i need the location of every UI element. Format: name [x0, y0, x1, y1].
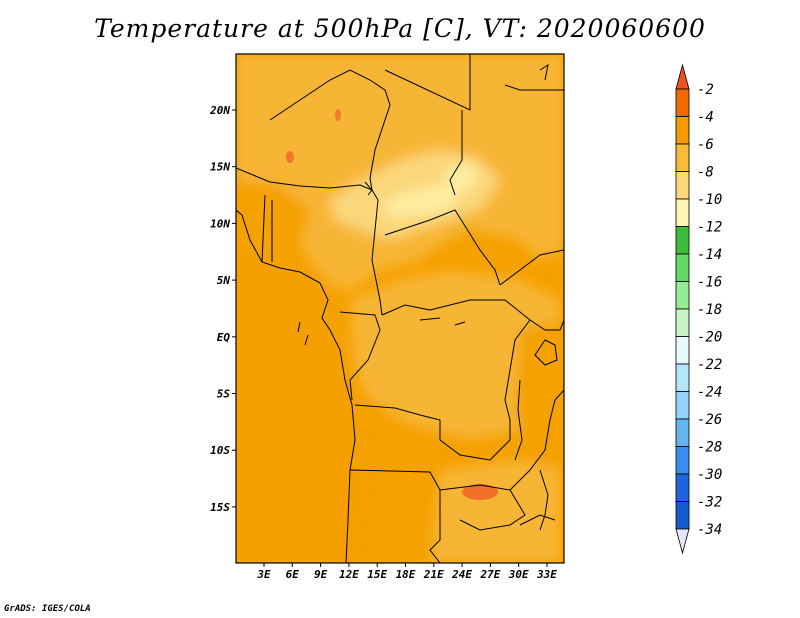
colorbar-label: -16 — [697, 275, 722, 291]
hot-spot-north-2 — [335, 109, 341, 121]
lake-chad — [364, 181, 373, 196]
field-northwest — [236, 180, 310, 255]
lake-victoria — [534, 339, 558, 366]
colorbar-swatch — [675, 88, 690, 117]
border-uganda — [529, 319, 564, 331]
border-zambia — [439, 484, 526, 531]
colorbar-label: -26 — [697, 412, 722, 428]
border-benin — [261, 194, 266, 263]
lat-tick-label: 5S — [217, 388, 231, 401]
border-drc-east — [504, 319, 531, 440]
colorbar-swatch — [675, 253, 690, 282]
colorbar-cap-top — [675, 63, 690, 90]
colorbar-swatch — [675, 171, 690, 200]
lat-tick-label: 10S — [210, 444, 230, 457]
chart-title: Temperature at 500hPa [C], VT: 202006060… — [94, 14, 706, 43]
colorbar-swatch — [675, 473, 690, 502]
colorbar-swatch — [675, 363, 690, 392]
colorbar-swatch — [675, 501, 690, 530]
colorbar-swatch — [675, 418, 690, 447]
colorbar-label: -6 — [697, 137, 714, 153]
border-chad-sudan — [449, 110, 463, 196]
lat-tick-label: 10N — [210, 217, 230, 230]
lat-tick-label: 5N — [217, 274, 231, 287]
lon-tick-label: 18E — [396, 568, 416, 581]
border-libya — [384, 54, 471, 111]
field-pale-core — [380, 185, 460, 218]
colorbar-label: -14 — [697, 247, 722, 263]
hot-spot-south — [462, 484, 498, 500]
lat-tick-label: 15N — [210, 161, 230, 174]
lat-tick-label: 20N — [209, 104, 230, 117]
colorbar-swatch — [675, 308, 690, 337]
border-drc-angola — [354, 404, 511, 461]
hot-spot-north — [286, 151, 294, 163]
field-band-central — [350, 270, 560, 440]
colorbar-swatch — [675, 446, 690, 475]
border-mozambique — [519, 514, 556, 526]
border-angola-zambia — [349, 469, 441, 563]
lon-tick-label: 15E — [367, 568, 387, 581]
lon-tick-label: 24E — [451, 568, 472, 581]
colorbar-label: -22 — [697, 357, 722, 373]
border-egypt — [504, 84, 564, 91]
colorbar-swatch — [675, 281, 690, 310]
border-cameroon-chad — [371, 199, 383, 316]
latitude-axis: 20N 15N 10N 5N EQ 5S 10S 15S — [209, 104, 236, 514]
colorbar-label: -18 — [697, 302, 722, 318]
lon-tick-label: 27E — [479, 568, 500, 581]
country-borders — [236, 54, 564, 563]
border-niger-algeria — [269, 69, 391, 201]
lake-tanganyika — [514, 379, 523, 461]
colorbar-swatch — [675, 226, 690, 255]
border-gabon-congo — [339, 311, 381, 401]
colorbar-label: -12 — [697, 220, 722, 236]
colorbar-label: -20 — [697, 330, 722, 346]
colorbar-swatch — [675, 116, 690, 145]
lon-tick-label: 30E — [508, 568, 529, 581]
colorbar-label: -10 — [697, 192, 722, 208]
lon-tick-label: 9E — [314, 568, 328, 581]
colorbar-swatch — [675, 143, 690, 172]
border-tanzania — [509, 389, 564, 491]
colorbar-swatch — [675, 198, 690, 227]
border-car-south — [381, 299, 531, 321]
colorbar-swatch — [675, 336, 690, 365]
field-west — [236, 260, 360, 563]
lake-malawi — [539, 469, 549, 531]
lon-tick-label: 12E — [339, 568, 359, 581]
field-band-south — [430, 460, 560, 563]
grads-credit: GrADS: IGES/COLA — [4, 604, 91, 614]
colorbar-label: -8 — [697, 165, 714, 181]
river-congo — [419, 317, 466, 326]
lon-tick-label: 3E — [256, 568, 271, 581]
coast-red-sea — [539, 63, 549, 81]
islands-gulf — [297, 321, 309, 346]
temperature-field — [236, 54, 564, 563]
border-car-north — [384, 209, 501, 286]
colorbar: -2 -4 -6 -8 -10 -12 -14 -16 -18 -20 -22 -24 -26 -28 -3… — [675, 63, 722, 555]
field-pale-core-2 — [445, 160, 480, 195]
colorbar-label: -2 — [697, 82, 714, 98]
colorbar-swatch — [675, 391, 690, 420]
lat-tick-label: 15S — [210, 501, 230, 514]
lon-tick-label: 21E — [423, 568, 444, 581]
colorbar-label: -28 — [697, 440, 722, 456]
border-mali-niger — [236, 167, 373, 191]
field-east — [515, 320, 564, 470]
colorbar-label: -24 — [697, 385, 722, 401]
colorbar-label: -30 — [697, 467, 722, 483]
colorbar-cap-bottom — [675, 528, 690, 555]
colorbar-label: -32 — [697, 495, 722, 511]
colorbar-label: -4 — [697, 110, 714, 126]
lon-tick-label: 6E — [286, 568, 300, 581]
lat-tick-label: EQ — [217, 331, 231, 344]
lon-tick-label: 33E — [536, 568, 557, 581]
colorbar-label: -34 — [697, 522, 722, 538]
map-frame — [235, 53, 565, 564]
longitude-axis: 3E 6E 9E 12E 15E 18E 21E 24E 27E 30E 33E — [256, 563, 557, 581]
coastline-west — [236, 209, 356, 563]
border-sudan-south — [499, 249, 564, 286]
